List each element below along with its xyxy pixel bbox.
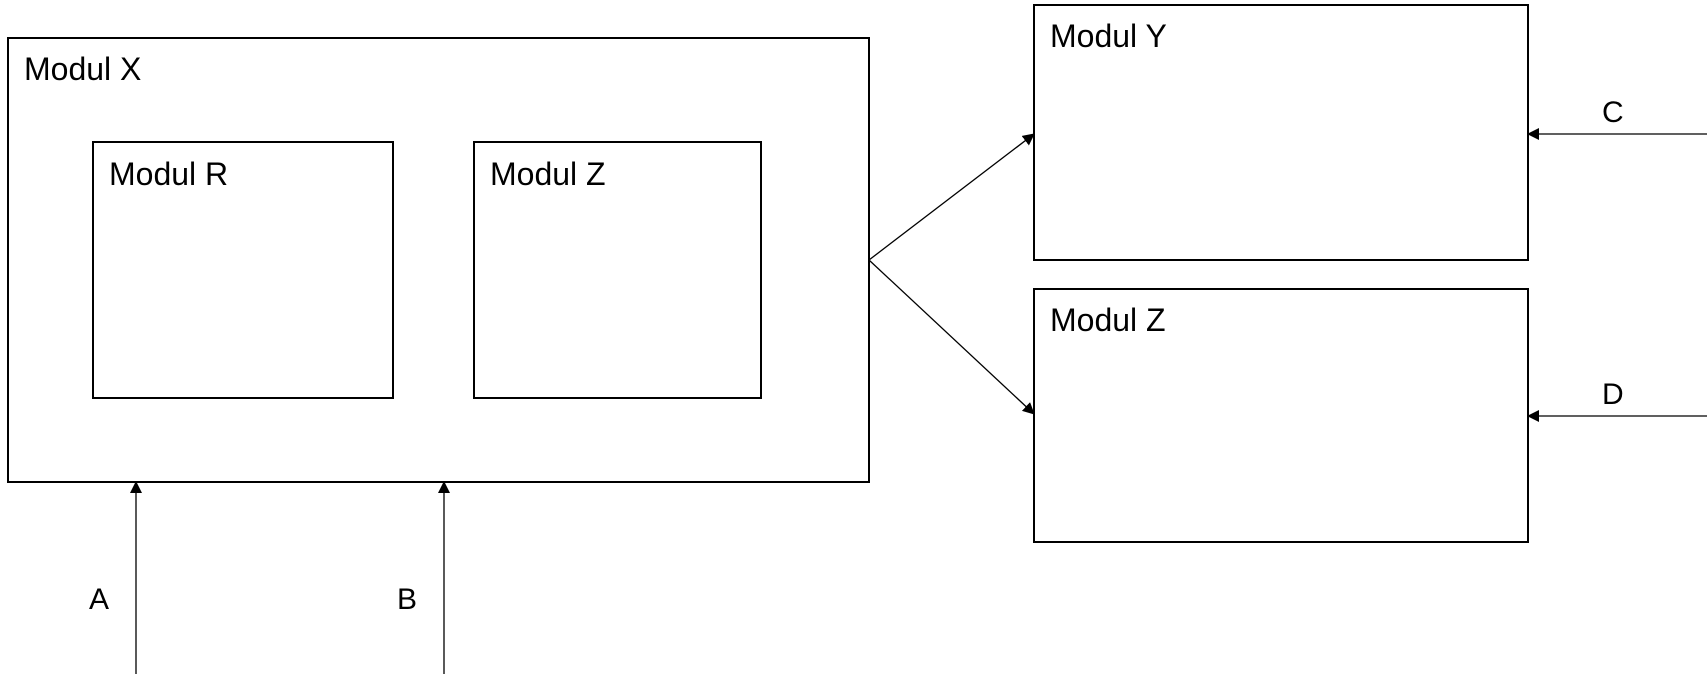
- module-z-inner-frame: [473, 141, 762, 399]
- module-r-label: Modul R: [109, 156, 228, 192]
- module-y-box: Modul Y: [1033, 4, 1529, 261]
- module-z-right-box: Modul Z: [1033, 288, 1529, 543]
- module-r-box: Modul R: [92, 141, 394, 399]
- input-b-label: B: [397, 583, 417, 616]
- module-y-label: Modul Y: [1050, 18, 1167, 54]
- module-z-inner-label: Modul Z: [490, 156, 606, 192]
- module-z-inner-box: Modul Z: [473, 141, 762, 399]
- module-y-frame: [1033, 4, 1529, 261]
- module-z-right-label: Modul Z: [1050, 302, 1166, 338]
- module-r-frame: [92, 141, 394, 399]
- arrow-x-to-y: [868, 133, 1035, 261]
- module-z-right-frame: [1033, 288, 1529, 543]
- arrow-x-to-z: [868, 259, 1035, 415]
- input-d-label: D: [1602, 378, 1624, 411]
- input-a-label: A: [89, 583, 109, 616]
- input-c-label: C: [1602, 96, 1624, 129]
- module-x-label: Modul X: [24, 51, 141, 87]
